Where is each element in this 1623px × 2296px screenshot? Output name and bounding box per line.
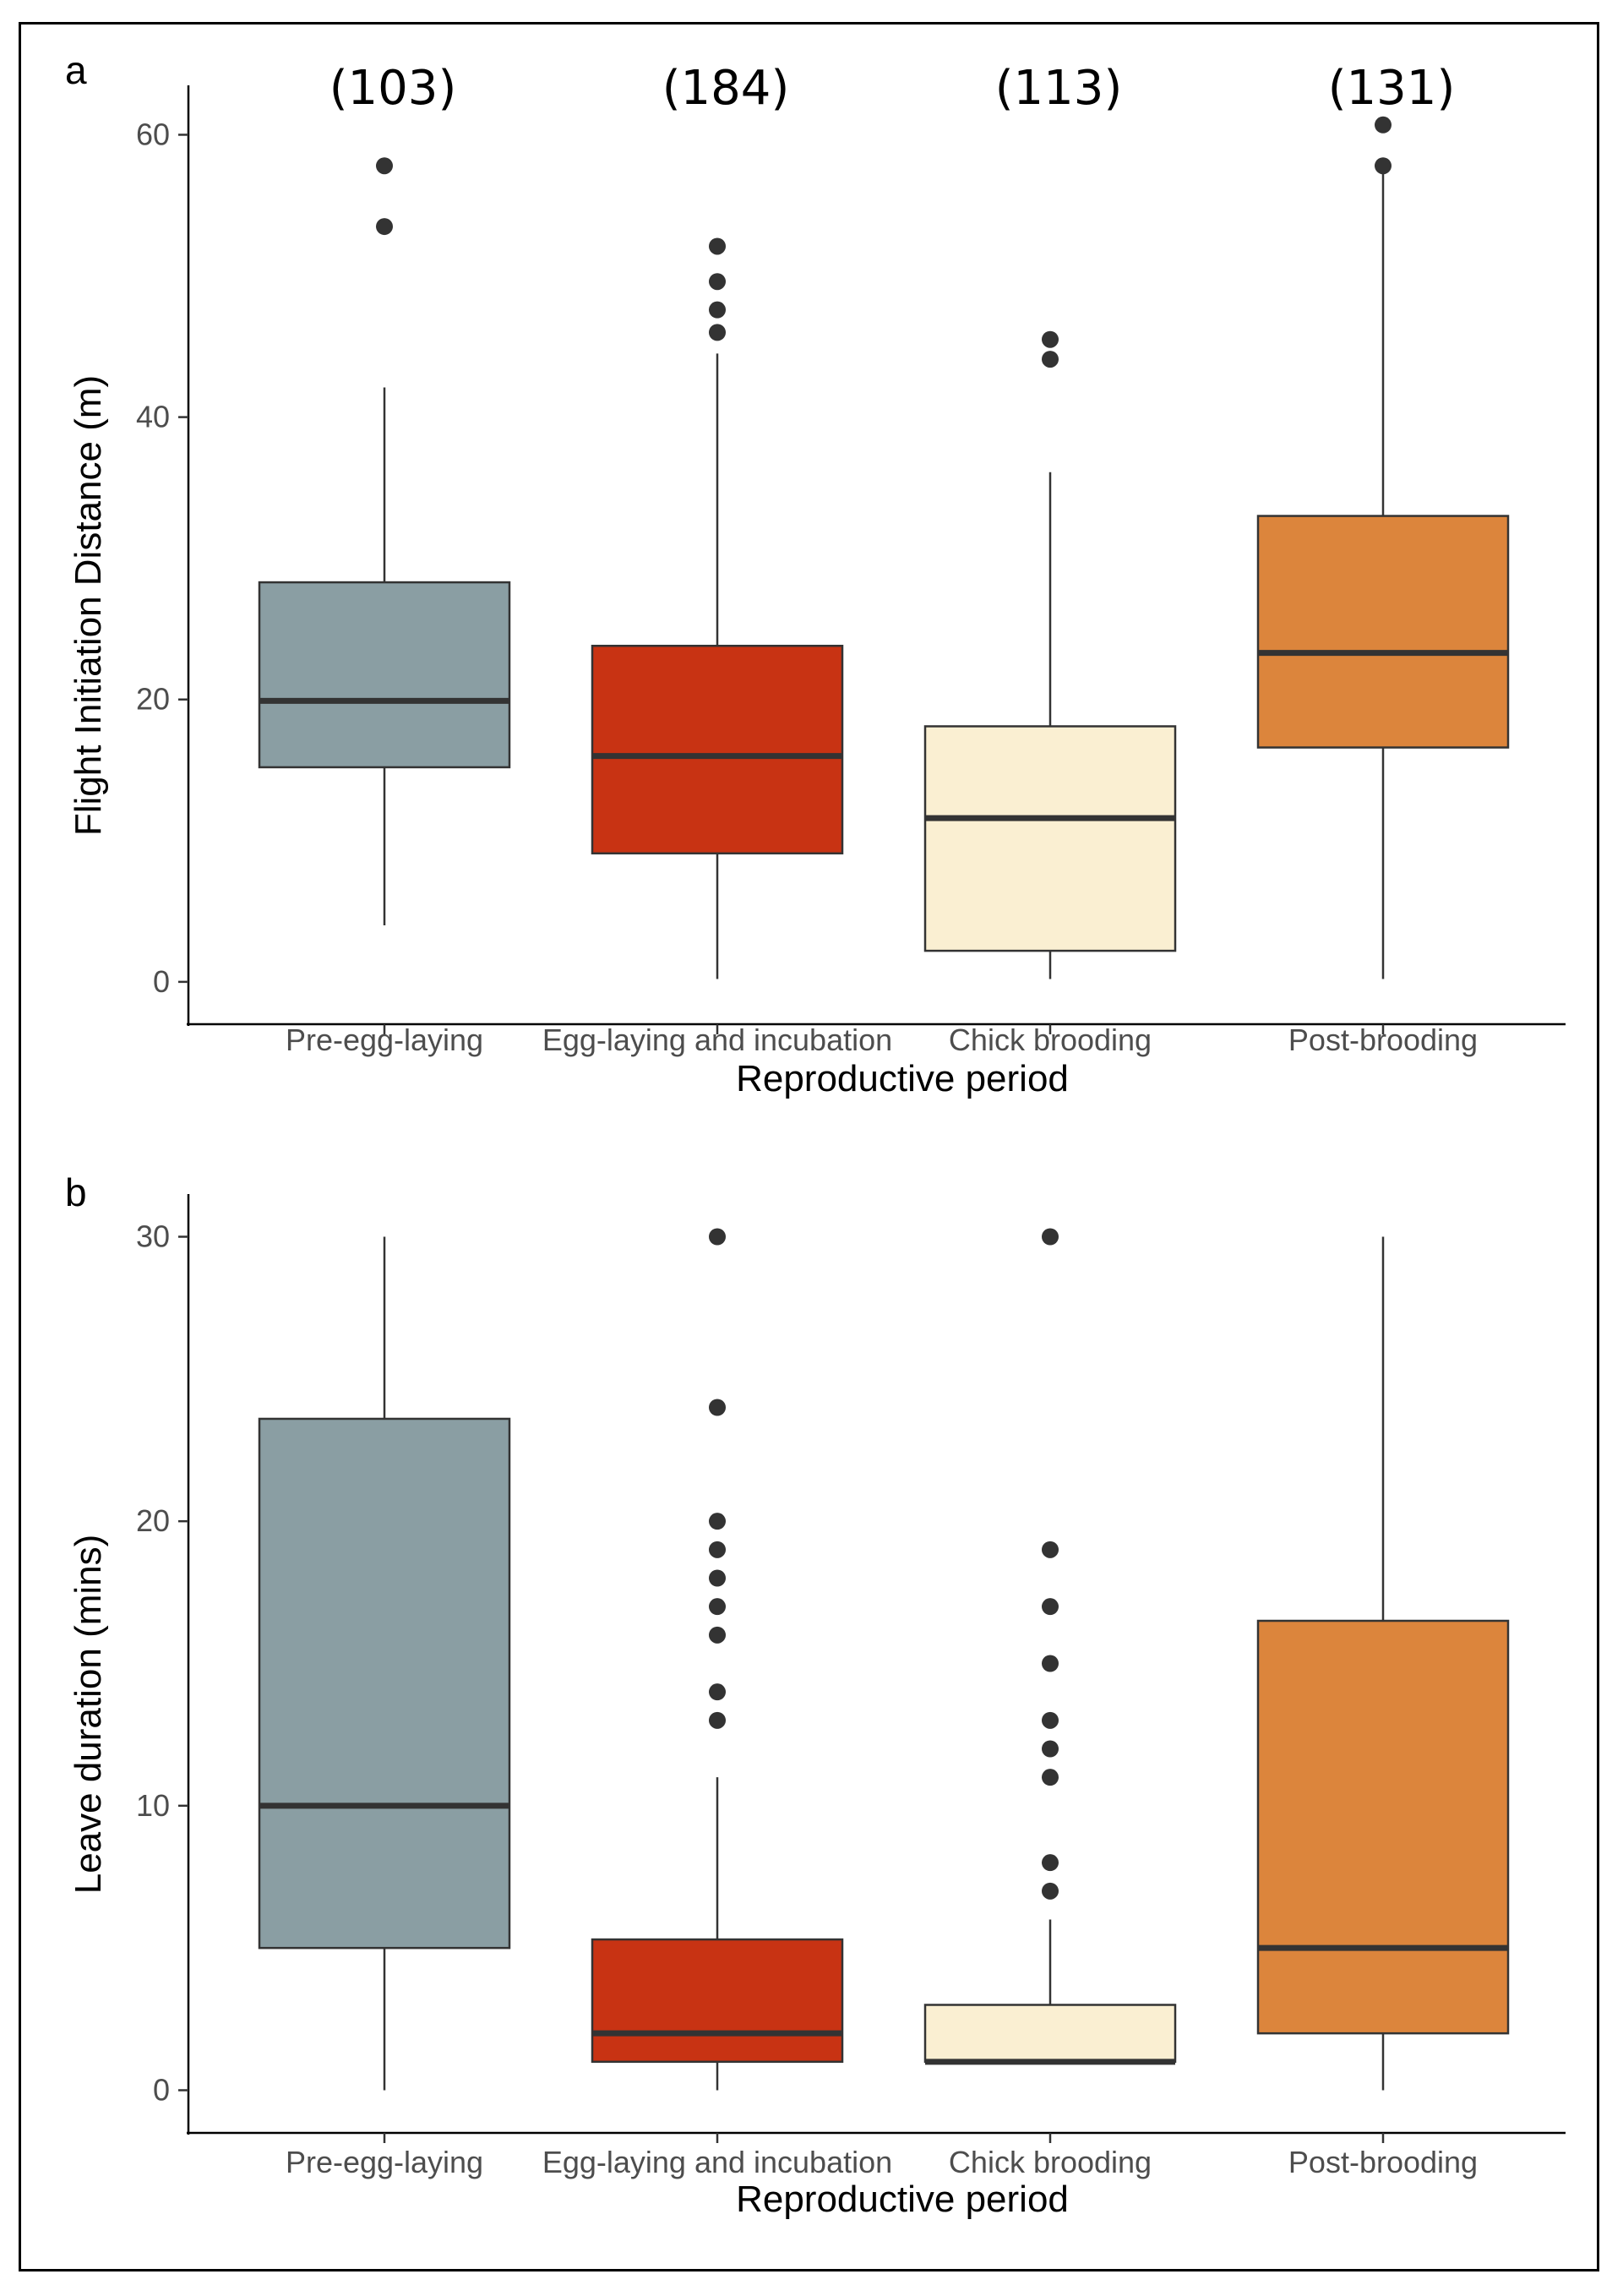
panel-b-box-2-outlier-point — [709, 1228, 726, 1246]
panel-b-box-3-outlier-point — [1042, 1882, 1059, 1900]
panel-a-box-2-body — [591, 645, 844, 855]
panel-b-x-axis-title: Reproductive period — [736, 2179, 1069, 2220]
panel-b-box-2-outlier-point — [709, 1711, 726, 1729]
panel-b-y-axis-title: Leave duration (mins) — [68, 1535, 109, 1895]
panel-b-box-3-outlier-point — [1042, 1711, 1059, 1729]
panel-a-x-tick-label: Post-brooding — [1288, 1023, 1478, 1057]
panel-a-x-tick-label: Pre-egg-laying — [286, 1023, 483, 1057]
panel-a-box-3-outlier-point — [1042, 351, 1059, 368]
panel-b-box-2-outlier-point — [709, 1399, 726, 1416]
panel-a-box-1-outlier-point — [376, 157, 393, 175]
panel-b-y-tick-label: 0 — [153, 2073, 170, 2108]
panel-a-x-tick-label: Chick brooding — [949, 1023, 1152, 1057]
panel-b-box-2-outlier-point — [709, 1626, 726, 1644]
panel-b-x-tick-label: Egg-laying and incubation — [542, 2145, 892, 2179]
panel-b-box-3-outlier-point — [1042, 1228, 1059, 1246]
panel-a-x-tick-label: Egg-laying and incubation — [542, 1023, 892, 1057]
panel-a-box-1-body — [258, 581, 511, 769]
panel-b-box-2-outlier-point — [709, 1541, 726, 1558]
panel-a-box-2-outlier-point — [709, 324, 726, 341]
panel-a-box-2-outlier-point — [709, 273, 726, 291]
panel-b-box-3-outlier-point — [1042, 1854, 1059, 1872]
panel-b-box-3-outlier-point — [1042, 1541, 1059, 1558]
panel-b-box-4-body — [1256, 1619, 1510, 2035]
panel-a-y-tick-label: 60 — [136, 117, 170, 151]
panel-b-box-3-outlier-point — [1042, 1740, 1059, 1758]
panel-b-box-2-outlier-point — [709, 1683, 726, 1701]
panel-b-box-2-outlier-point — [709, 1513, 726, 1530]
panel-a-sample-size-label: (103) — [330, 61, 457, 116]
panel-a-box-4-outlier-point — [1375, 157, 1392, 175]
panel-a-box-4-body — [1256, 515, 1510, 749]
panel-b-x-tick-label: Chick brooding — [949, 2145, 1152, 2179]
panel-b-x-tick-label: Post-brooding — [1288, 2145, 1478, 2179]
panel-b-box-3-outlier-point — [1042, 1769, 1059, 1786]
panel-a-y-tick-label: 0 — [153, 964, 170, 999]
panel-a-y-axis-title: Flight Initiation Distance (m) — [68, 375, 109, 836]
panel-b-label: b — [65, 1170, 87, 1214]
panel-b-box-2-outlier-point — [709, 1598, 726, 1616]
figure-frame: 0 20 40 60 Pre-egg-laying (103) Egg-laying and… — [19, 22, 1599, 2271]
panel-b-x-tick-label: Pre-egg-laying — [286, 2145, 483, 2179]
panel-a-y-tick-label: 20 — [136, 682, 170, 717]
panel-b-y-tick-label: 30 — [136, 1219, 170, 1254]
panel-b-y-tick-label: 10 — [136, 1788, 170, 1823]
panel-a-box-2-outlier-point — [709, 301, 726, 319]
panel-a-x-axis-title: Reproductive period — [736, 1058, 1069, 1099]
panel-b-box-3-outlier-point — [1042, 1655, 1059, 1672]
panel-a-sample-size-label: (184) — [662, 61, 790, 116]
panel-a-box-4-outlier-point — [1375, 116, 1392, 134]
panel-a-box-3-body — [923, 725, 1177, 952]
panel-b-y-tick-label: 20 — [136, 1503, 170, 1538]
panel-a-sample-size-label: (131) — [1328, 61, 1456, 116]
panel-a-box-3-outlier-point — [1042, 330, 1059, 348]
panel-a-y-tick-label: 40 — [136, 400, 170, 434]
panel-a-sample-size-label: (113) — [995, 61, 1123, 116]
panel-b-box-3-body — [923, 2004, 1177, 2064]
panel-a-label: a — [65, 48, 87, 92]
panel-a-box-1-outlier-point — [376, 218, 393, 236]
panel-b-box-3-outlier-point — [1042, 1598, 1059, 1616]
boxplot-figure: 0 20 40 60 Pre-egg-laying (103) Egg-laying and… — [65, 48, 1566, 2220]
panel-b-box-1-body — [258, 1417, 511, 1950]
panel-b-box-2-outlier-point — [709, 1569, 726, 1587]
panel-a-box-2-outlier-point — [709, 237, 726, 255]
panel-b-box-2-body — [591, 1938, 844, 2064]
